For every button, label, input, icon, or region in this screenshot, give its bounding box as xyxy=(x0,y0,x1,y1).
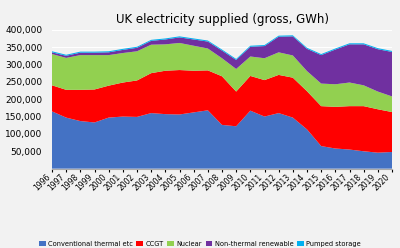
Title: UK electricity supplied (gross, GWh): UK electricity supplied (gross, GWh) xyxy=(116,13,328,26)
Legend: Conventional thermal etc, CCGT, Nuclear, Non-thermal renewable, Pumped storage: Conventional thermal etc, CCGT, Nuclear,… xyxy=(36,238,364,248)
